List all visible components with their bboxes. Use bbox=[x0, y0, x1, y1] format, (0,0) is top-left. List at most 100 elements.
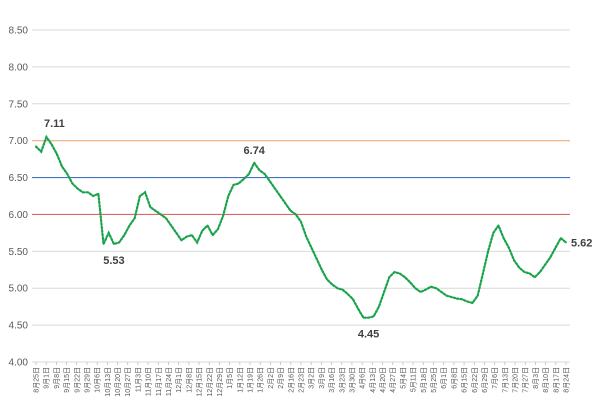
x-tick-label: 8月24日 bbox=[563, 367, 571, 393]
y-tick-label: 7.00 bbox=[9, 136, 29, 147]
data-point bbox=[456, 297, 458, 300]
x-tick-label: 7月27日 bbox=[522, 367, 530, 393]
x-tick-label: 1月26日 bbox=[257, 367, 265, 393]
data-point bbox=[419, 291, 422, 293]
data-point bbox=[40, 150, 43, 153]
data-point bbox=[201, 229, 204, 232]
x-tick-label: 12月8日 bbox=[185, 367, 193, 393]
data-point bbox=[123, 234, 126, 237]
data-point bbox=[206, 224, 209, 227]
data-point bbox=[378, 305, 380, 308]
data-point bbox=[289, 209, 292, 212]
x-axis-ticks: 8月25日 9月1日 9月8日 9月15日 9月22日 9月29日 10月6日 10月13日 1… bbox=[33, 362, 571, 397]
y-tick-label: 4.50 bbox=[9, 321, 29, 332]
x-tick-label: 1月19日 bbox=[247, 367, 255, 393]
x-tick-label: 10月13日 bbox=[104, 367, 112, 397]
data-point bbox=[55, 153, 58, 155]
data-point bbox=[544, 263, 547, 266]
data-point bbox=[471, 302, 474, 304]
data-point bbox=[191, 234, 193, 237]
data-point bbox=[248, 173, 250, 175]
x-tick-label: 2月2日 bbox=[267, 367, 275, 389]
data-point bbox=[258, 169, 261, 172]
data-point bbox=[528, 272, 531, 275]
data-point bbox=[326, 278, 328, 281]
data-point bbox=[523, 271, 526, 273]
x-tick-label: 9月29日 bbox=[83, 367, 91, 393]
x-tick-label: 10月6日 bbox=[94, 367, 102, 393]
x-tick-label: 4月27日 bbox=[389, 367, 397, 393]
y-tick-label: 8.50 bbox=[9, 26, 29, 37]
x-tick-label: 3月9日 bbox=[318, 367, 326, 389]
data-point bbox=[497, 224, 500, 227]
x-tick-label: 11月24日 bbox=[165, 367, 173, 396]
data-point bbox=[268, 180, 271, 183]
data-point bbox=[274, 187, 276, 190]
x-tick-label: 4月20日 bbox=[379, 367, 387, 393]
data-point bbox=[450, 296, 453, 298]
x-tick-label: 2月16日 bbox=[287, 367, 295, 393]
x-tick-label: 8月17日 bbox=[552, 367, 560, 393]
data-point bbox=[211, 234, 214, 237]
x-tick-label: 5月25日 bbox=[430, 367, 438, 393]
data-point bbox=[300, 220, 302, 223]
data-point bbox=[87, 191, 89, 194]
data-point bbox=[565, 241, 567, 244]
x-tick-label: 9月1日 bbox=[43, 367, 51, 389]
data-point bbox=[149, 206, 152, 209]
data-point bbox=[518, 266, 521, 269]
data-label: 5.62 bbox=[571, 237, 592, 249]
x-tick-label: 3月2日 bbox=[308, 367, 316, 389]
x-tick-label: 1月12日 bbox=[236, 367, 244, 393]
data-point bbox=[66, 173, 69, 175]
data-point bbox=[159, 213, 162, 216]
data-label: 4.45 bbox=[358, 329, 379, 341]
data-point bbox=[424, 288, 427, 291]
data-point bbox=[102, 243, 105, 245]
data-point bbox=[71, 182, 74, 185]
data-point bbox=[61, 165, 63, 168]
y-tick-label: 8.00 bbox=[9, 62, 29, 73]
data-point bbox=[144, 191, 147, 194]
x-tick-label: 12月29日 bbox=[216, 367, 224, 397]
data-point bbox=[559, 237, 562, 240]
x-tick-label: 11月10日 bbox=[145, 367, 153, 396]
y-tick-label: 5.00 bbox=[9, 284, 29, 295]
x-tick-label: 7月20日 bbox=[512, 367, 520, 393]
data-point bbox=[435, 287, 437, 290]
data-point bbox=[305, 235, 308, 238]
data-point bbox=[320, 268, 323, 271]
y-tick-label: 6.50 bbox=[9, 173, 29, 184]
data-point bbox=[180, 239, 183, 242]
x-tick-label: 12月1日 bbox=[175, 367, 183, 393]
data-point bbox=[352, 298, 354, 301]
data-point bbox=[482, 272, 484, 275]
data-point bbox=[398, 272, 401, 275]
data-point bbox=[35, 145, 37, 148]
x-tick-label: 11月3日 bbox=[134, 367, 142, 392]
data-point bbox=[165, 217, 167, 220]
data-point bbox=[367, 316, 370, 319]
data-label: 7.11 bbox=[44, 118, 65, 130]
x-tick-label: 2月23日 bbox=[298, 367, 306, 393]
data-point bbox=[507, 246, 510, 249]
data-point bbox=[50, 143, 53, 146]
data-point bbox=[466, 300, 469, 303]
data-point bbox=[217, 228, 219, 231]
reference-lines bbox=[32, 140, 570, 216]
data-point bbox=[346, 293, 349, 295]
data-point bbox=[118, 241, 120, 244]
x-tick-label: 6月1日 bbox=[440, 367, 448, 389]
data-point bbox=[242, 178, 245, 180]
data-label: 5.53 bbox=[103, 255, 124, 267]
x-tick-label: 8月10日 bbox=[542, 367, 550, 393]
data-point bbox=[440, 291, 443, 293]
data-point bbox=[533, 276, 536, 279]
data-point bbox=[284, 202, 287, 205]
y-tick-label: 5.50 bbox=[9, 247, 29, 258]
data-point bbox=[487, 250, 489, 253]
data-point bbox=[227, 195, 230, 197]
y-tick-label: 4.00 bbox=[9, 358, 29, 369]
data-point bbox=[139, 195, 141, 197]
